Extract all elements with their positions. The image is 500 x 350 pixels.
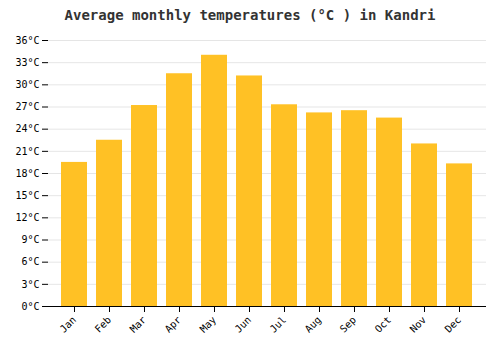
svg-text:18°C: 18°C [15, 168, 39, 179]
svg-text:6°C: 6°C [21, 256, 39, 267]
svg-text:Oct: Oct [373, 314, 394, 335]
svg-text:Jan: Jan [58, 314, 79, 335]
svg-text:Jul: Jul [268, 314, 289, 335]
svg-text:Mar: Mar [128, 314, 149, 335]
svg-text:36°C: 36°C [15, 35, 39, 46]
svg-text:24°C: 24°C [15, 123, 39, 134]
html-text:Average monthly temperatures (: Average monthly temperatures (°C ) in Ka… [64, 7, 436, 23]
svg-text:Nov: Nov [408, 314, 429, 335]
svg-text:Apr: Apr [163, 314, 184, 335]
svg-text:May: May [198, 314, 219, 335]
svg-text:21°C: 21°C [15, 146, 39, 157]
svg-text:12°C: 12°C [15, 212, 39, 223]
svg-text:Feb: Feb [93, 314, 114, 335]
svg-text:9°C: 9°C [21, 234, 39, 245]
svg-text:Dec: Dec [443, 314, 464, 335]
svg-text:27°C: 27°C [15, 101, 39, 112]
svg-text:33°C: 33°C [15, 57, 39, 68]
svg-text:Sep: Sep [338, 314, 359, 335]
svg-text:0°C: 0°C [21, 301, 39, 312]
svg-text:Jun: Jun [233, 314, 254, 335]
svg-text:30°C: 30°C [15, 79, 39, 90]
svg-text:Aug: Aug [303, 314, 324, 335]
svg-text:15°C: 15°C [15, 190, 39, 201]
svg-text:3°C: 3°C [21, 279, 39, 290]
